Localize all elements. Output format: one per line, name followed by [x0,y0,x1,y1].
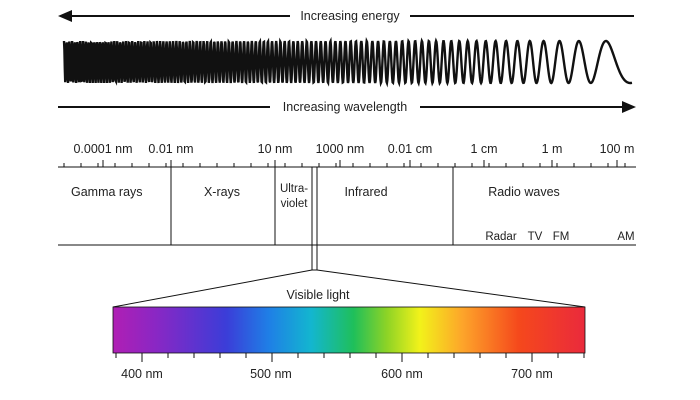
scale-tick-label: 1 m [542,142,563,156]
wavelength-arrow [58,101,636,113]
visible-light-label: Visible light [286,288,350,302]
visible-axis [115,353,585,362]
scale-tick-label: 0.0001 nm [73,142,132,156]
region-table [58,167,636,270]
scale-tick-label: 0.01 cm [388,142,432,156]
scale-tick-label: 1 cm [470,142,497,156]
region-ultraviolet-line2: violet [281,198,309,210]
region-infrared: Infrared [344,185,387,199]
region-x-rays: X-rays [204,185,240,199]
energy-arrow [58,10,634,22]
radio-band-label: AM [617,231,634,243]
visible-tick-label: 700 nm [511,367,553,381]
scale-tick-label: 10 nm [258,142,293,156]
scale-tick-label: 100 m [600,142,635,156]
visible-zoom-lines [112,269,586,308]
visible-tick-label: 600 nm [381,367,423,381]
radio-band-label: TV [528,231,543,243]
wave-curve [62,36,633,88]
wavelength-label: Increasing wavelength [283,100,407,114]
region-gamma-rays: Gamma rays [71,185,143,199]
visible-tick-label: 500 nm [250,367,292,381]
visible-spectrum-bar [112,306,586,354]
region-ultraviolet-line1: Ultra- [280,183,308,195]
arrow-right-icon [622,101,636,113]
radio-band-label: FM [553,231,570,243]
radio-band-label: Radar [485,231,516,243]
region-radio-waves: Radio waves [488,185,560,199]
scale-tick-label: 1000 nm [316,142,365,156]
visible-tick-label: 400 nm [121,367,163,381]
energy-label: Increasing energy [300,9,400,23]
scale-tick-label: 0.01 nm [148,142,193,156]
arrow-left-icon [58,10,72,22]
scale-axis [58,160,636,168]
